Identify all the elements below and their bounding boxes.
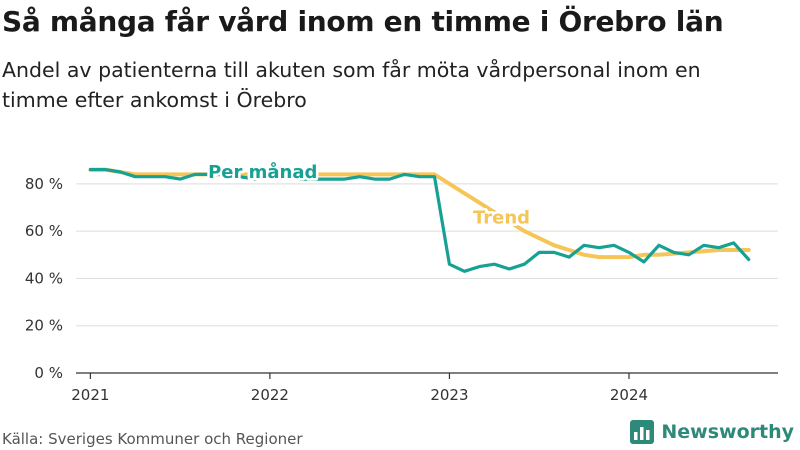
chart-title: Så många får vård inom en timme i Örebro… — [2, 5, 724, 38]
source-note: Källa: Sveriges Kommuner och Regioner — [2, 430, 303, 448]
series-label-per-manad: Per månad — [208, 161, 317, 183]
x-tick-label: 2021 — [71, 386, 109, 404]
x-tick-label: 2022 — [251, 386, 289, 404]
x-tick-label: 2023 — [430, 386, 468, 404]
brand-name: Newsworthy — [661, 421, 794, 443]
newsworthy-bar-chart-logo-icon — [630, 420, 655, 444]
y-tick-label: 80 % — [25, 175, 63, 193]
series-label-trend: Trend — [473, 208, 530, 229]
y-tick-label: 0 % — [34, 364, 63, 382]
chart-subtitle: Andel av patienterna till akuten som får… — [2, 58, 701, 112]
y-tick-label: 40 % — [25, 269, 63, 287]
y-tick-label: 60 % — [25, 222, 63, 240]
brand-logo: Newsworthy — [630, 420, 794, 444]
y-tick-label: 20 % — [25, 317, 63, 335]
series-line-per-manad — [88, 168, 751, 273]
x-tick-label: 2024 — [610, 386, 648, 404]
series-line-trend — [88, 167, 751, 260]
